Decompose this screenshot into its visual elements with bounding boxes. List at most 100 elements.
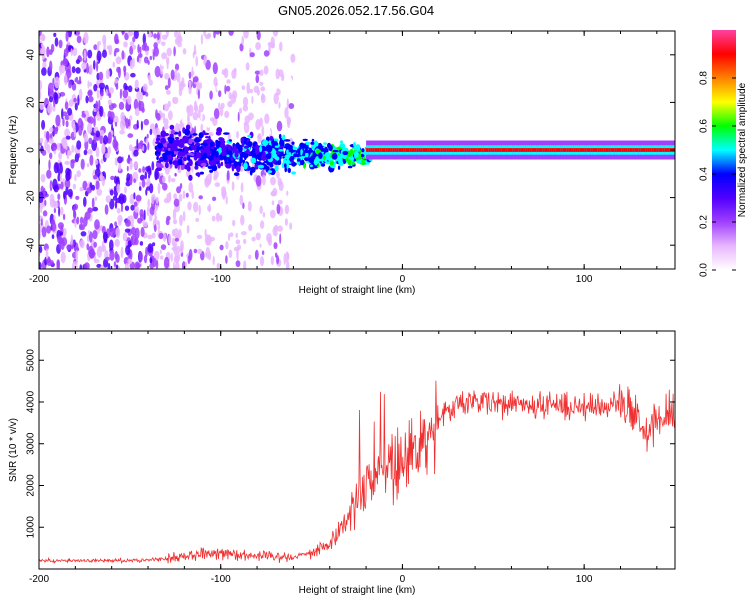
heatmap-cell: [152, 242, 156, 247]
heatmap-cell: [124, 228, 131, 233]
heatmap-cell: [180, 163, 185, 171]
heatmap-cell: [217, 127, 222, 132]
heatmap-cell: [181, 261, 186, 269]
heatmap-cell: [126, 173, 131, 182]
heatmap-cell: [431, 148, 435, 152]
heatmap-cell: [256, 211, 261, 223]
y-tick-label: 5000: [26, 349, 37, 372]
heatmap-cell: [200, 33, 203, 45]
heatmap-cell: [667, 148, 670, 152]
heatmap-cell: [228, 139, 232, 142]
heatmap-cell: [621, 148, 625, 152]
x-tick-label: 100: [576, 274, 593, 285]
heatmap-cell: [151, 97, 156, 104]
heatmap-cell: [284, 218, 288, 226]
heatmap-cell: [132, 36, 136, 43]
heatmap-cell: [220, 151, 228, 156]
heatmap-cell: [137, 44, 140, 54]
heatmap-cell: [146, 133, 149, 139]
heatmap-cell: [177, 158, 183, 166]
heatmap-cell: [126, 165, 129, 172]
heatmap-cell: [48, 96, 54, 103]
heatmap-cell: [225, 163, 232, 169]
heatmap-cell: [174, 37, 179, 45]
heatmap-cell: [94, 168, 101, 177]
heatmap-cell: [231, 69, 237, 79]
heatmap-cell: [186, 155, 191, 161]
heatmap-cell: [178, 228, 182, 238]
y-tick-label: -40: [26, 238, 37, 253]
heatmap-cell: [379, 148, 383, 152]
heatmap-cell: [242, 104, 249, 112]
heatmap-cell: [442, 148, 446, 152]
heatmap-cell: [63, 190, 66, 200]
heatmap-cell: [275, 68, 280, 80]
heatmap-cell: [100, 158, 104, 164]
heatmap-cell: [129, 41, 135, 47]
heatmap-cell: [505, 148, 509, 152]
heatmap-cell: [188, 182, 193, 193]
heatmap-cell: [231, 181, 235, 191]
heatmap-cell: [614, 148, 618, 152]
heatmap-cell: [355, 144, 361, 152]
heatmap-cell: [259, 243, 262, 248]
heatmap-cell: [59, 172, 63, 183]
heatmap-cell: [173, 261, 176, 269]
heatmap-cell: [118, 193, 125, 205]
heatmap-cell: [209, 141, 214, 148]
heatmap-cell: [153, 46, 159, 57]
heatmap-cell: [133, 178, 136, 183]
heatmap-cell: [385, 148, 389, 152]
heatmap-cell: [211, 165, 218, 172]
heatmap-cell: [200, 162, 207, 167]
heatmap-cell: [293, 156, 297, 160]
heatmap-cell: [640, 148, 644, 152]
heatmap-cell: [235, 260, 241, 268]
heatmap-cell: [142, 166, 146, 173]
heatmap-cell: [287, 118, 291, 129]
heatmap-cell: [160, 137, 167, 144]
heatmap-cell: [305, 141, 311, 146]
heatmap-cell: [62, 117, 65, 127]
heatmap-cell: [241, 142, 245, 148]
heatmap-cell: [245, 62, 250, 71]
snr-plot-area: [39, 380, 675, 565]
heatmap-cell: [49, 180, 53, 192]
heatmap-cell: [247, 141, 253, 148]
heatmap-cell: [173, 193, 177, 200]
heatmap-cell: [288, 103, 295, 109]
heatmap-cell: [645, 148, 649, 152]
heatmap-cell: [43, 187, 46, 200]
heatmap-cell: [187, 152, 194, 156]
heatmap-cell: [231, 165, 235, 169]
heatmap-cell: [114, 238, 120, 247]
heatmap-cell: [170, 178, 176, 183]
heatmap-cell: [51, 142, 58, 151]
heatmap-cell: [178, 143, 185, 148]
heatmap-cell: [140, 120, 143, 131]
heatmap-cell: [113, 115, 119, 124]
x-tick-label: 100: [576, 574, 593, 585]
heatmap-cell: [283, 253, 287, 266]
heatmap-cell: [603, 148, 607, 152]
heatmap-cell: [440, 148, 444, 152]
heatmap-cell: [114, 38, 120, 45]
heatmap-cell: [115, 56, 122, 65]
heatmap-cell: [181, 114, 187, 124]
heatmap-cell: [660, 148, 664, 152]
heatmap-cell: [329, 160, 334, 166]
heatmap-cell: [98, 99, 101, 108]
heatmap-cell: [220, 142, 224, 149]
heatmap-cell: [472, 148, 476, 152]
heatmap-cell: [455, 148, 459, 152]
heatmap-cell: [76, 216, 80, 225]
heatmap-cell: [74, 153, 79, 163]
heatmap-cell: [265, 153, 272, 160]
heatmap-cell: [83, 49, 87, 62]
heatmap-cell: [161, 34, 168, 40]
heatmap-cell: [553, 148, 557, 152]
heatmap-cell: [83, 133, 88, 143]
heatmap-cell: [418, 148, 422, 152]
heatmap-cell: [133, 31, 139, 39]
heatmap-cell: [586, 148, 590, 152]
